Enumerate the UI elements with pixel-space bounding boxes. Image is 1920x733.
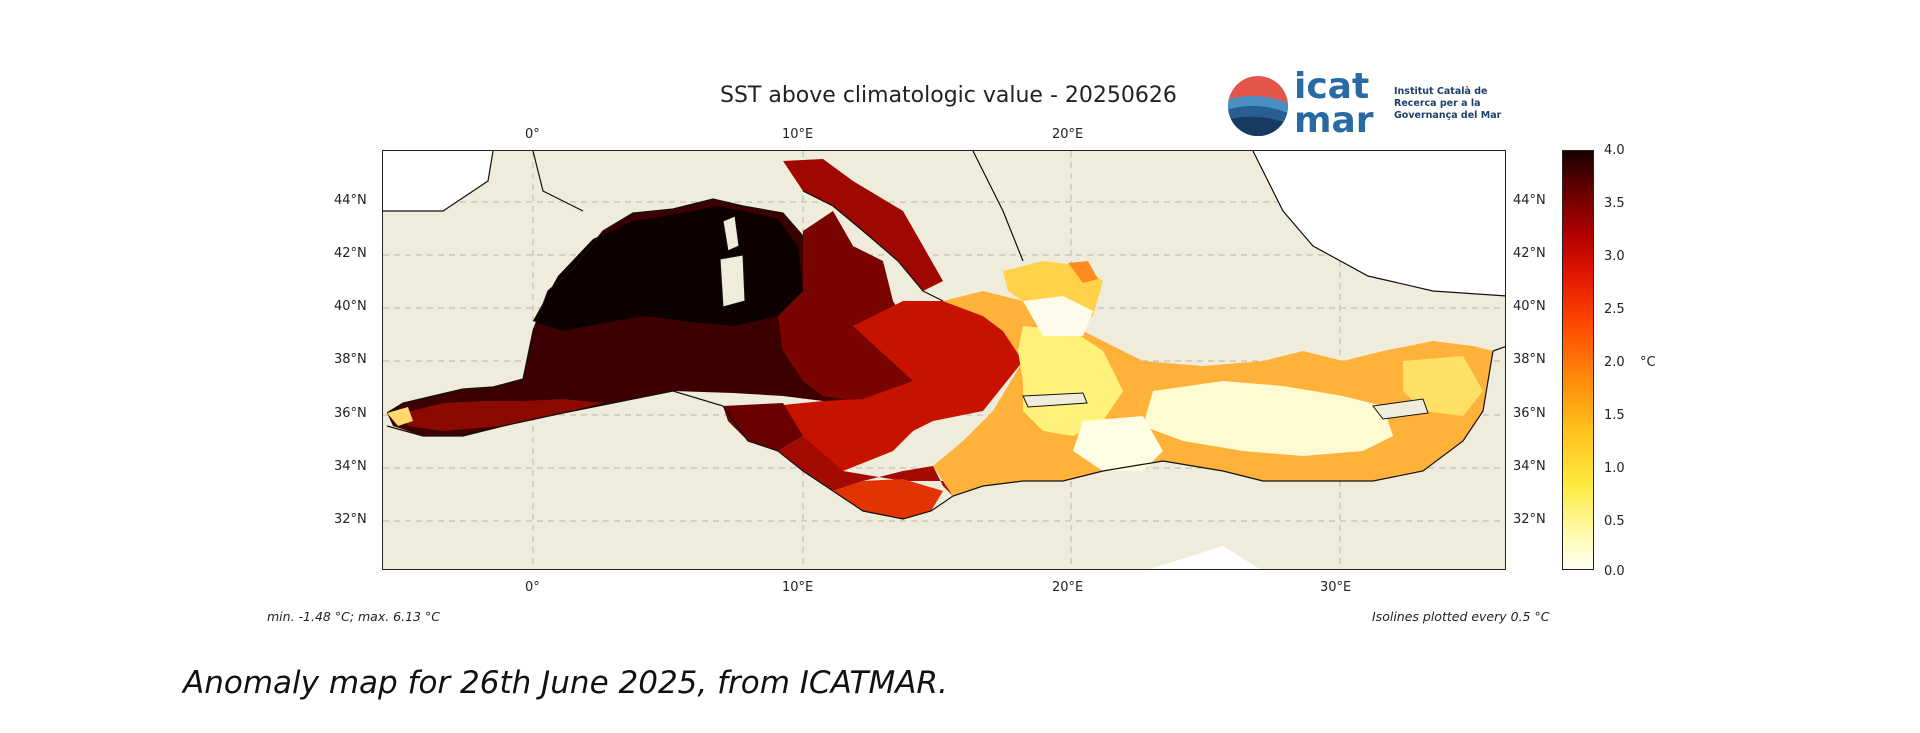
colorbar-tick: 4.0 bbox=[1604, 143, 1625, 158]
ionian-sea bbox=[773, 301, 1023, 471]
lat-tick-left: 32°N bbox=[334, 512, 367, 527]
colorbar-tick: 2.0 bbox=[1604, 355, 1625, 370]
colorbar-tick: 1.5 bbox=[1604, 408, 1625, 423]
adriatic-sea bbox=[783, 159, 943, 291]
icatmar-logo: icat mar Institut Català de Recerca per a … bbox=[1226, 69, 1526, 144]
min-max-note: min. -1.48 °C; max. 6.13 °C bbox=[267, 609, 440, 624]
corsica bbox=[722, 215, 740, 252]
south-aegean bbox=[1023, 296, 1093, 336]
lon-tick-top: 10°E bbox=[782, 127, 814, 142]
colorbar-tick: 0.0 bbox=[1604, 564, 1625, 579]
lat-tick-right: 36°N bbox=[1513, 406, 1546, 421]
cyprus bbox=[1372, 398, 1429, 420]
lat-tick-right: 32°N bbox=[1513, 512, 1546, 527]
figure-caption: Anomaly map for 26th June 2025, from ICA… bbox=[183, 665, 948, 701]
crete bbox=[1022, 392, 1088, 408]
colorbar-tick: 2.5 bbox=[1604, 302, 1625, 317]
lat-tick-left: 34°N bbox=[334, 459, 367, 474]
lat-tick-left: 38°N bbox=[334, 352, 367, 367]
tunisian-shelf bbox=[723, 403, 803, 451]
out-of-domain-se bbox=[1149, 546, 1260, 569]
icatmar-logo-icon bbox=[1228, 76, 1288, 136]
lon-tick-bottom: 30°E bbox=[1320, 580, 1352, 595]
colorbar-tick: 0.5 bbox=[1604, 514, 1625, 529]
sardinia bbox=[719, 254, 746, 308]
coastlines bbox=[383, 151, 1505, 520]
east-of-crete bbox=[1073, 416, 1163, 471]
colorbar-tick: 3.0 bbox=[1604, 249, 1625, 264]
lon-tick-bottom: 10°E bbox=[782, 580, 814, 595]
lat-tick-right: 42°N bbox=[1513, 246, 1546, 261]
colorbar-tick: 3.5 bbox=[1604, 196, 1625, 211]
levantine-core bbox=[1143, 381, 1393, 456]
lon-tick-bottom: 0° bbox=[525, 580, 540, 595]
lat-tick-left: 42°N bbox=[334, 246, 367, 261]
marmara-entrance bbox=[1068, 261, 1098, 283]
lon-tick-top: 20°E bbox=[1052, 127, 1084, 142]
alboran-region bbox=[403, 399, 603, 431]
colorbar bbox=[1562, 150, 1594, 570]
gibraltar-patch bbox=[387, 407, 413, 426]
lat-tick-right: 34°N bbox=[1513, 459, 1546, 474]
map-title: SST above climatologic value - 20250626 bbox=[720, 83, 1177, 108]
logo-wordmark: icat mar bbox=[1294, 66, 1374, 141]
colorbar-unit: °C bbox=[1640, 355, 1656, 370]
map-canvas bbox=[383, 151, 1505, 569]
lat-tick-right: 44°N bbox=[1513, 193, 1546, 208]
lat-tick-left: 36°N bbox=[334, 406, 367, 421]
lat-tick-right: 40°N bbox=[1513, 299, 1546, 314]
lat-tick-right: 38°N bbox=[1513, 352, 1546, 367]
sst-anomaly-map bbox=[382, 150, 1506, 570]
cretan-region bbox=[1018, 326, 1123, 436]
isolines-note: Isolines plotted every 0.5 °C bbox=[1372, 609, 1550, 624]
lon-tick-top: 0° bbox=[525, 127, 540, 142]
out-of-domain-ne bbox=[1253, 151, 1505, 296]
lat-tick-left: 44°N bbox=[334, 193, 367, 208]
lon-tick-bottom: 20°E bbox=[1052, 580, 1084, 595]
lat-tick-left: 40°N bbox=[334, 299, 367, 314]
colorbar-tick: 1.0 bbox=[1604, 461, 1625, 476]
logo-subtitle: Institut Català de Recerca per a la Govern… bbox=[1394, 86, 1502, 121]
